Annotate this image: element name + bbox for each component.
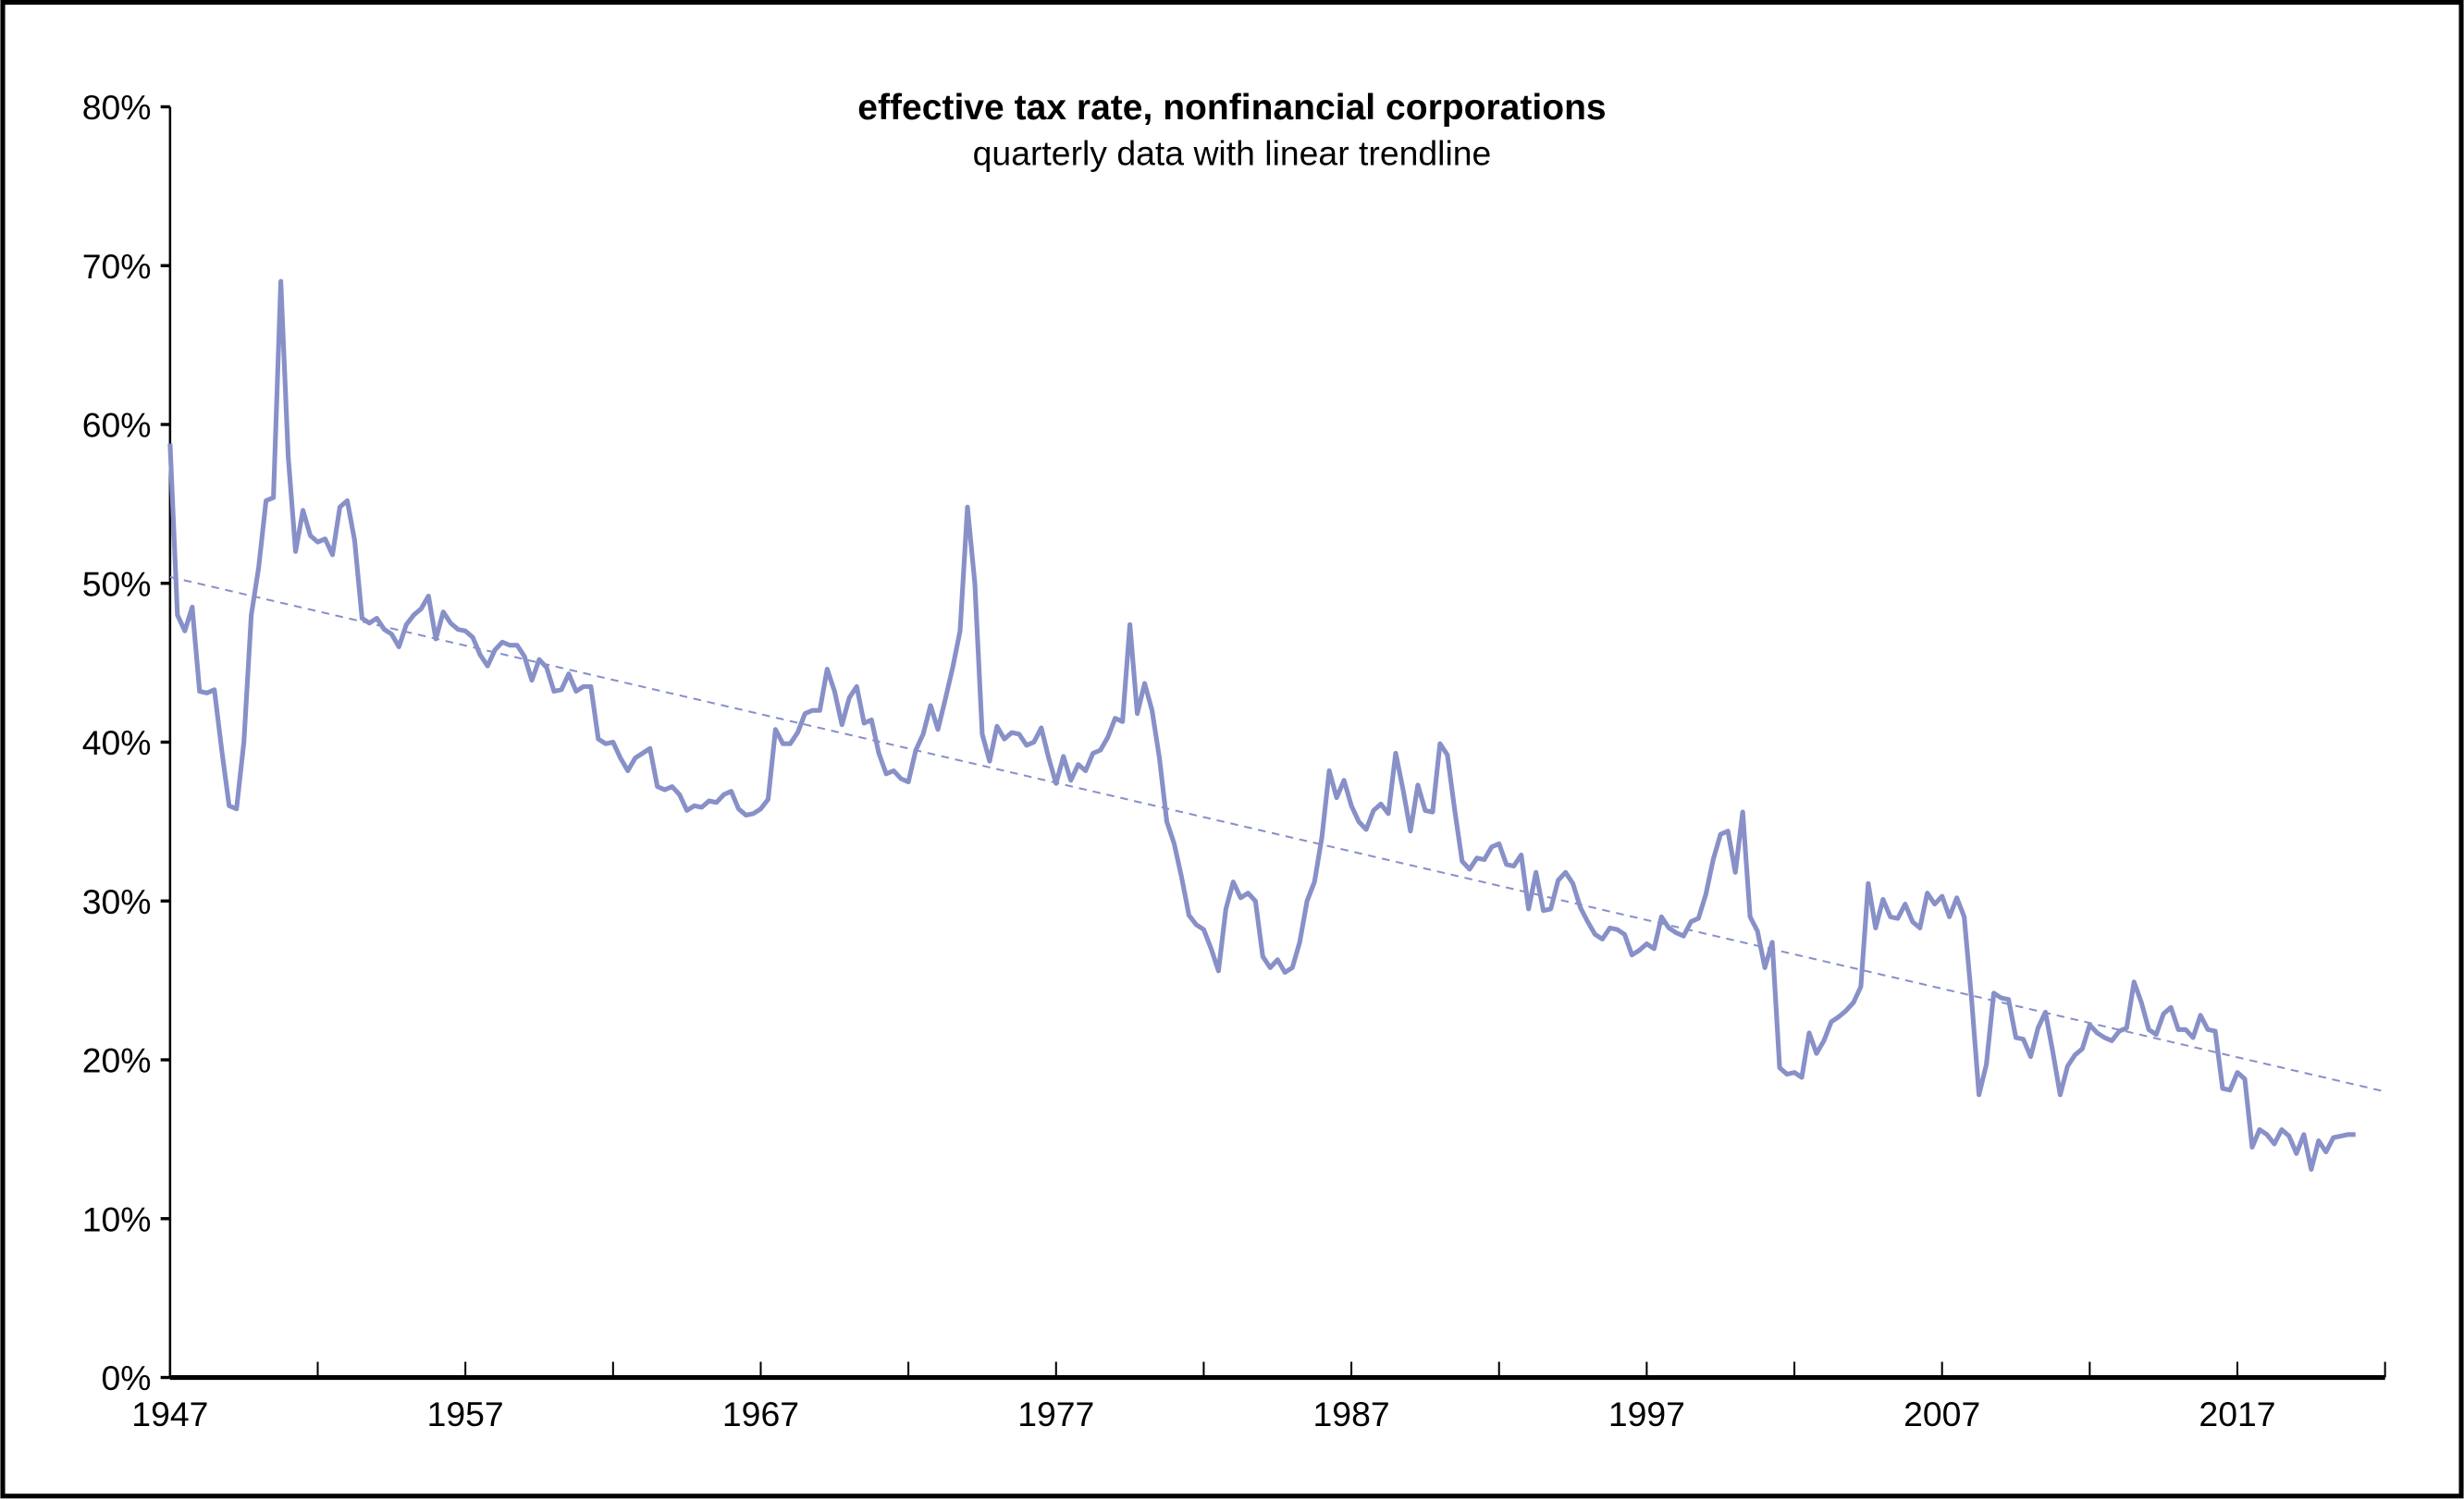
chart-subtitle: quarterly data with linear trendline [973,133,1492,172]
x-tick-label: 2017 [2199,1395,2275,1433]
x-tick-label: 1977 [1017,1395,1094,1433]
x-tick-label: 1957 [427,1395,504,1433]
y-tick-label: 20% [82,1041,152,1080]
x-tick-label: 2007 [1903,1395,1980,1433]
y-axis-ticks: 0% 10% 20% 30% 40% 50% 60% 70% 80% [82,88,170,1397]
x-tick-label: 1947 [131,1395,208,1433]
x-tick-label: 1997 [1608,1395,1685,1433]
x-tick-label: 1967 [722,1395,799,1433]
y-tick-label: 40% [82,723,152,762]
x-tick-label: 1987 [1313,1395,1390,1433]
y-tick-label: 30% [82,882,152,921]
y-tick-label: 0% [101,1359,151,1397]
y-tick-label: 60% [82,406,152,445]
y-tick-label: 80% [82,88,152,127]
y-tick-label: 50% [82,564,152,603]
linear-trendline [169,575,2385,1093]
series-line [167,278,2356,1173]
y-tick-label: 70% [82,247,152,286]
y-tick-label: 10% [82,1199,152,1238]
x-axis-ticks: 1947 1957 1967 1977 1987 1997 2007 2017 [131,1361,2386,1433]
chart-title: effective tax rate, nonfinancial corpora… [857,88,1606,128]
